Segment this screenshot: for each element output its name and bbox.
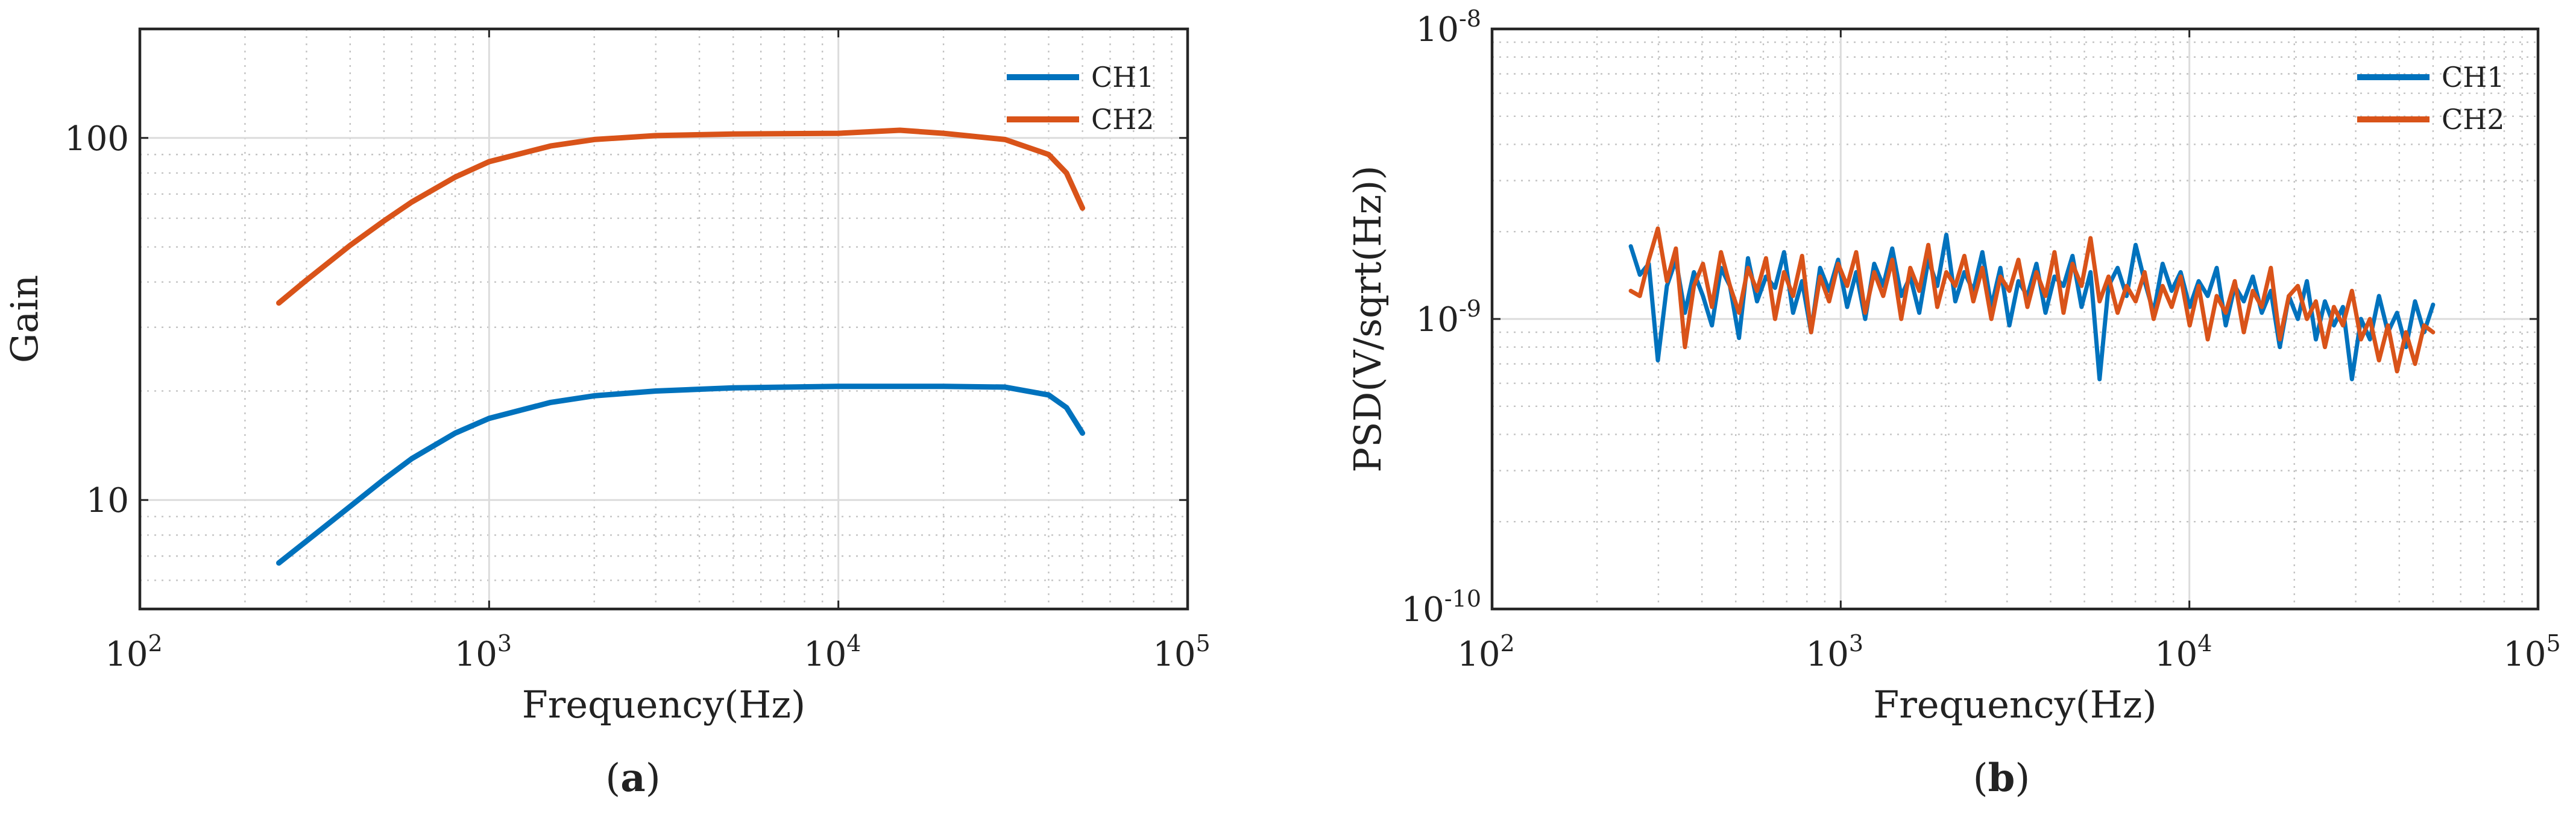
tick-base: 10: [105, 635, 148, 674]
panel-b-series: [1628, 226, 2436, 382]
panel-a-series-ch1-line: [276, 383, 1086, 566]
panel-a-x-tick-labels: 102 103 104 105: [105, 630, 1210, 674]
panel-a-x-tick-label: 103: [455, 630, 512, 674]
panel-a-x-tick-label: 102: [105, 630, 162, 674]
tick-exponent: -9: [1459, 295, 1481, 322]
panel-a-caption: (a): [605, 756, 660, 801]
panel-b-x-tick-label: 105: [2503, 630, 2560, 674]
panel-b-y-tick-label: 10-9: [1416, 295, 1481, 339]
panel-b-x-tick-label: 102: [1457, 630, 1514, 674]
panel-a-series-ch2-line: [276, 127, 1086, 306]
tick-exponent: 3: [1849, 630, 1863, 657]
panel-a-y-tick-label: 100: [65, 119, 129, 159]
tick-exponent: 5: [2546, 630, 2561, 657]
panel-b-series-ch2-line: [1628, 226, 2436, 374]
tick-base: 10: [1457, 635, 1500, 674]
panel-a-y-tick-label: 10: [86, 481, 129, 520]
panel-b-caption: (b): [1973, 756, 2030, 801]
panel-a-x-axis-label: Frequency(Hz): [522, 683, 805, 727]
panel-a-grid: [140, 29, 1188, 609]
tick-base: 10: [804, 635, 846, 674]
tick-exponent: -8: [1459, 5, 1481, 32]
panel-a-y-tick-labels: 10 100: [65, 119, 129, 520]
panel-a-caption-letter: a: [620, 756, 645, 801]
tick-base: 10: [455, 635, 497, 674]
panel-b-grid: [1492, 29, 2538, 609]
panel-b-series-ch1-line: [1628, 233, 2436, 382]
panel-b-caption-letter: b: [1988, 756, 2015, 801]
tick-exponent: 4: [846, 630, 861, 657]
panel-a-legend-label-ch2: CH2: [1091, 103, 1154, 136]
tick-exponent: 2: [1501, 630, 1515, 657]
panel-b-x-tick-labels: 102 103 104 105: [1457, 630, 2560, 674]
tick-base: 10: [1416, 10, 1459, 49]
tick-base: 10: [2503, 635, 2546, 674]
panel-a-ticks: [139, 29, 1189, 609]
tick-base: 10: [2155, 635, 2197, 674]
panel-b-legend-label-ch2: CH2: [2442, 103, 2505, 136]
tick-exponent: 4: [2197, 630, 2212, 657]
tick-base: 10: [1402, 590, 1444, 629]
panel-a-x-tick-label: 104: [804, 630, 861, 674]
tick-exponent: 2: [148, 630, 163, 657]
panel-b-y-tick-label: 10-8: [1416, 5, 1481, 49]
panel-a-y-axis-label: Gain: [2, 275, 46, 363]
panel-b-y-axis-label: PSD(V/sqrt(Hz)): [1346, 165, 1390, 472]
panel-b-legend-label-ch1: CH1: [2442, 61, 2505, 93]
panel-b-x-tick-label: 104: [2155, 630, 2212, 674]
panel-b-y-tick-label: 10-10: [1402, 585, 1481, 629]
panel-b-x-tick-label: 103: [1806, 630, 1863, 674]
tick-exponent: 3: [497, 630, 512, 657]
tick-base: 10: [1153, 635, 1195, 674]
tick-exponent: 5: [1196, 630, 1211, 657]
panel-a-series: [276, 127, 1086, 566]
tick-exponent: -10: [1444, 585, 1481, 612]
panel-b-ticks: [1491, 28, 2539, 610]
panel-a-x-tick-label: 105: [1153, 630, 1210, 674]
tick-base: 10: [1806, 635, 1849, 674]
tick-base: 10: [1416, 300, 1459, 339]
panel-a-plot-frame: [138, 27, 1189, 611]
panel-b-x-axis-label: Frequency(Hz): [1873, 683, 2156, 727]
panel-a-legend-label-ch1: CH1: [1091, 61, 1154, 93]
